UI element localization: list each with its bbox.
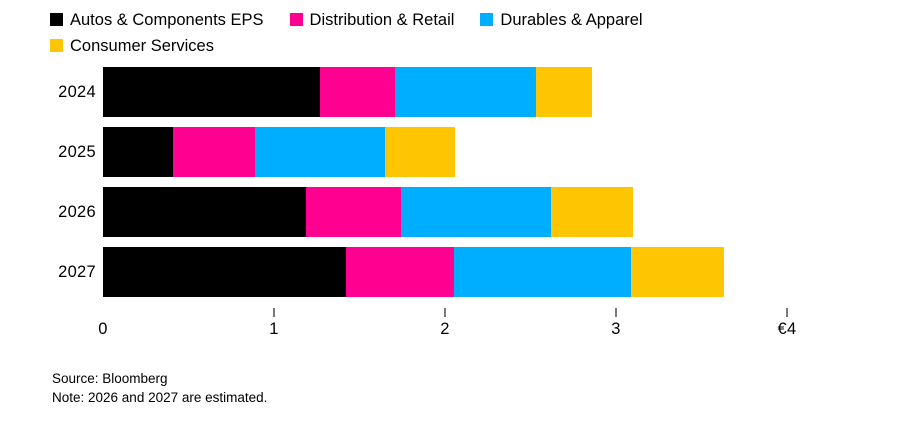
legend-swatch-icon: [50, 39, 63, 52]
legend-label: Autos & Components EPS: [70, 10, 264, 29]
category-label: 2025: [58, 142, 96, 161]
legend: Autos & Components EPS Distribution & Ret…: [50, 8, 750, 57]
bar-segment: [631, 247, 724, 297]
stacked-bar-chart: 2024 2025 2026 2027 0 1 2 3 €4: [50, 67, 900, 343]
category-label: 2026: [58, 202, 96, 221]
axis-tick-label: 0: [98, 320, 108, 338]
category-label: 2024: [58, 82, 96, 101]
footer: Source: Bloomberg Note: 2026 and 2027 ar…: [52, 370, 900, 408]
axis-tick-label: 2: [440, 320, 450, 338]
estimate-note: Note: 2026 and 2027 are estimated.: [52, 389, 268, 405]
source-note: Source: Bloomberg: [52, 371, 168, 386]
bar-segment: [306, 187, 401, 237]
axis-tick: [615, 308, 617, 317]
legend-swatch-icon: [480, 13, 494, 26]
bar-track: [103, 247, 787, 297]
bar-segment: [551, 187, 634, 237]
x-axis: 0 1 2 3 €4: [98, 307, 796, 343]
bar-track: [103, 127, 787, 177]
axis-tick: [786, 308, 788, 317]
bar-segment: [453, 247, 632, 297]
legend-item: Distribution & Retail: [289, 8, 455, 31]
bar-segment: [103, 127, 174, 177]
legend-item: Consumer Services: [50, 34, 750, 57]
bar-segment: [103, 247, 346, 297]
bar-row: 2025: [50, 127, 900, 177]
legend-label: Durables & Apparel: [500, 10, 643, 29]
legend-swatch-icon: [50, 13, 63, 26]
bar-segment: [320, 67, 396, 117]
legend-label: Consumer Services: [70, 36, 214, 55]
bar-segment: [395, 67, 536, 117]
bar-segment: [103, 67, 321, 117]
bar-row: 2027: [50, 247, 900, 297]
legend-item: Durables & Apparel: [480, 8, 643, 31]
bar-row: 2026: [50, 187, 900, 237]
bar-segment: [535, 67, 593, 117]
bar-segment: [255, 127, 386, 177]
bar-track: [103, 67, 787, 117]
axis-tick: [444, 308, 446, 317]
category-label: 2027: [58, 262, 96, 281]
axis-tick-label: €4: [777, 320, 797, 338]
axis-tick-label: 3: [611, 320, 621, 338]
bar-segment: [400, 187, 551, 237]
legend-label: Distribution & Retail: [309, 10, 455, 29]
bar-track: [103, 187, 787, 237]
bar-row: 2024: [50, 67, 900, 117]
bar-rows: 2024 2025 2026 2027: [50, 67, 900, 297]
bar-segment: [345, 247, 454, 297]
bar-segment: [103, 187, 307, 237]
axis-tick-label: 1: [269, 320, 279, 338]
legend-item: Autos & Components EPS: [50, 8, 264, 31]
axis-tick: [273, 308, 275, 317]
bar-segment: [385, 127, 456, 177]
bar-segment: [173, 127, 256, 177]
legend-swatch-icon: [289, 13, 303, 26]
